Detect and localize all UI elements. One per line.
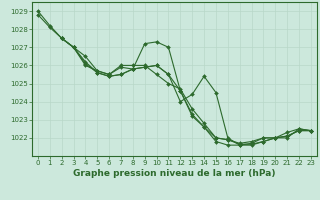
X-axis label: Graphe pression niveau de la mer (hPa): Graphe pression niveau de la mer (hPa) xyxy=(73,169,276,178)
